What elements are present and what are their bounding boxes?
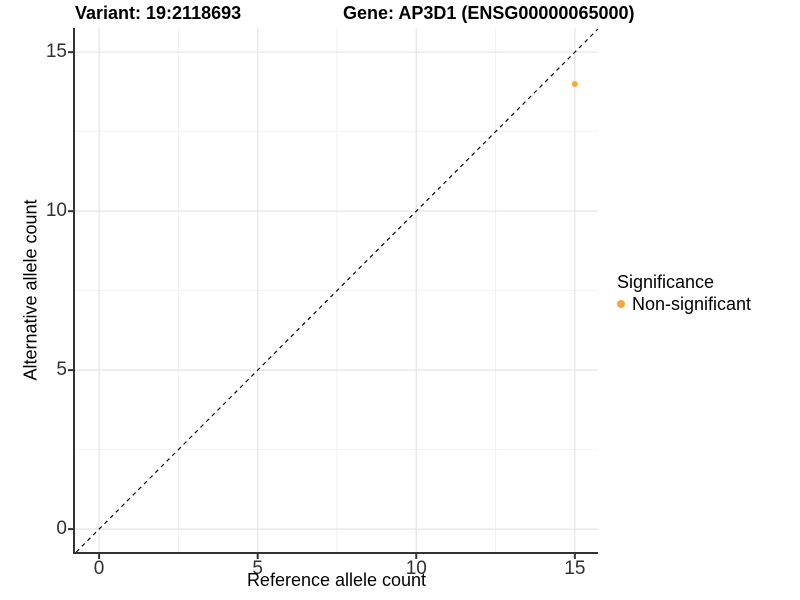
data-point [571,80,578,87]
y-tick-label: 10 [45,200,67,222]
legend-key-dot-icon [617,300,625,308]
y-tick-label: 5 [56,359,67,381]
legend-item-label: Non-significant [632,294,752,314]
legend: Significance Non-significant [617,272,751,314]
y-axis-title: Alternative allele count [20,199,41,381]
y-tick-label: 0 [56,518,67,540]
x-tick-label: 10 [405,558,427,579]
y-tick-label: 15 [45,41,67,63]
x-tick-label: 5 [252,558,263,579]
legend-title: Significance [617,272,715,292]
x-tick-label: 0 [93,558,105,579]
plot-title-variant: Variant: 19:2118693 [75,3,242,23]
x-axis-title: Reference allele count [246,570,427,590]
plot-title-gene: Gene: AP3D1 (ENSG00000065000) [343,3,635,23]
identity-line [75,28,599,553]
legend-item: Non-significant [617,294,751,314]
x-tick-label: 15 [564,558,586,579]
